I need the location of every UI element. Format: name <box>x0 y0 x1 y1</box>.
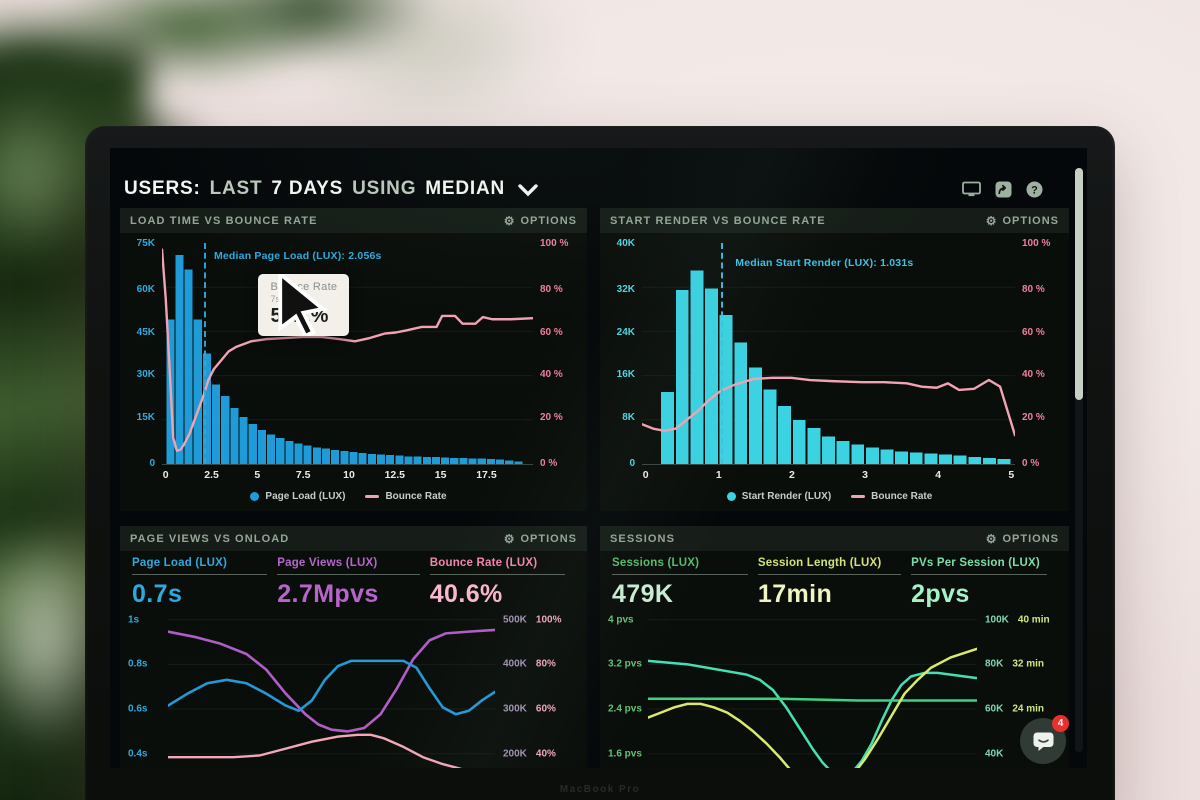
y-axis-right: 100K 40 min 80K 32 min 60K 24 min 40K <box>985 614 1050 760</box>
legend: Start Render (LUX) Bounce Rate <box>600 491 1069 502</box>
median-line <box>721 243 724 464</box>
x-tick-label: 7.5 <box>295 469 311 481</box>
chevron-down-icon <box>518 184 538 197</box>
panel-load-time-vs-bounce-rate: LOAD TIME VS BOUNCE RATE ⚙ OPTIONS 75K 60… <box>120 208 587 511</box>
y-axis-right: 100 % 80 % 60 % 40 % 20 % 0 % <box>540 238 569 469</box>
title-using: USING <box>352 178 417 199</box>
x-tick-label: 17.5 <box>476 469 497 481</box>
x-tick-label: 5 <box>254 469 261 481</box>
median-line <box>203 243 206 464</box>
plot-area <box>168 611 495 768</box>
options-button[interactable]: ⚙ OPTIONS <box>503 531 577 546</box>
legend-bounce-rate[interactable]: Bounce Rate <box>851 491 932 502</box>
panel-header: LOAD TIME VS BOUNCE RATE ⚙ OPTIONS <box>120 208 587 233</box>
start-render-histogram <box>642 270 1015 464</box>
display-icon[interactable] <box>962 181 981 197</box>
title-days: 7 DAYS <box>271 178 344 199</box>
x-axis: 0 1 2 3 4 5 <box>642 464 1015 481</box>
legend-start-render[interactable]: Start Render (LUX) <box>726 491 831 502</box>
laptop: USERS: LAST 7 DAYS USING MEDIAN ? <box>85 126 1115 800</box>
gear-icon: ⚙ <box>503 213 516 228</box>
panel-header: PAGE VIEWS VS ONLOAD ⚙ OPTIONS <box>120 526 587 551</box>
dashboard-header: USERS: LAST 7 DAYS USING MEDIAN ? <box>124 174 1067 204</box>
y-axis-left: 40K 32K 24K 16K 8K 0 <box>616 238 635 469</box>
y-axis-left: 75K 60K 45K 30K 15K 0 <box>136 238 155 469</box>
scrollbar-track[interactable] <box>1075 168 1083 752</box>
plot-area: Median Page Load (LUX): 2.056s Bounce Ra… <box>162 243 533 481</box>
panel-header: START RENDER VS BOUNCE RATE ⚙ OPTIONS <box>600 208 1069 233</box>
y-axis-right: 100 % 80 % 60 % 40 % 20 % 0 % <box>1022 238 1051 469</box>
metric-bounce-rate: Bounce Rate (LUX) 40.6% <box>429 557 575 609</box>
y-axis-left: 4 pvs 3.2 pvs 2.4 pvs 1.6 pvs <box>608 614 642 760</box>
plant-shadow <box>290 0 570 130</box>
metric-page-views: Page Views (LUX) 2.7Mpvs <box>277 557 430 609</box>
title-users: USERS: <box>124 178 201 199</box>
panel-start-render-vs-bounce-rate: START RENDER VS BOUNCE RATE ⚙ OPTIONS 40… <box>600 208 1069 511</box>
tooltip-subtitle: 7s <box>270 293 280 304</box>
legend-page-load[interactable]: Page Load (LUX) <box>250 491 345 502</box>
panel-title: LOAD TIME VS BOUNCE RATE <box>130 214 318 227</box>
options-button[interactable]: ⚙ OPTIONS <box>985 531 1059 546</box>
metrics-row: Page Load (LUX) 0.7s Page Views (LUX) 2.… <box>120 551 587 609</box>
x-tick-label: 2 <box>789 469 795 481</box>
x-tick-label: 10 <box>343 469 355 481</box>
y-axis-left: 1s 0.8s 0.6s 0.4s <box>128 614 148 760</box>
x-tick-label: 3 <box>862 469 868 481</box>
metric-session-length: Session Length (LUX) 17min <box>757 557 911 609</box>
metrics-row: Sessions (LUX) 479K Session Length (LUX)… <box>600 551 1069 609</box>
scrollbar-thumb[interactable] <box>1075 168 1083 400</box>
x-tick-label: 0 <box>162 469 169 481</box>
page-views-line-chart <box>168 611 495 768</box>
plot-area: Median Start Render (LUX): 1.031s 0 1 2 3 4 5 <box>642 243 1015 481</box>
metric-page-load: Page Load (LUX) 0.7s <box>132 557 277 609</box>
options-button[interactable]: ⚙ OPTIONS <box>985 213 1059 228</box>
chat-button[interactable]: 4 <box>1020 715 1069 764</box>
cursor-icon <box>278 273 328 336</box>
legend-bounce-rate[interactable]: Bounce Rate <box>365 491 447 502</box>
bezel-label: MacBook Pro <box>559 784 641 795</box>
panel-sessions: SESSIONS ⚙ OPTIONS Sessions (LUX) 479K S… <box>600 526 1069 768</box>
x-axis: 0 2.5 5 7.5 10 12.5 15 17.5 <box>162 464 533 481</box>
gear-icon: ⚙ <box>985 531 998 546</box>
metric-sessions: Sessions (LUX) 479K <box>612 557 758 609</box>
plot-area <box>648 611 977 768</box>
plant-highlight <box>0 90 95 260</box>
title-median: MEDIAN <box>425 178 506 199</box>
notification-badge: 4 <box>1052 715 1069 732</box>
median-annotation: Median Start Render (LUX): 1.031s <box>735 257 914 269</box>
sessions-line-chart <box>648 611 977 768</box>
panel-title: START RENDER VS BOUNCE RATE <box>610 214 826 227</box>
x-tick-label: 12.5 <box>384 469 406 481</box>
x-tick-label: 5 <box>1008 469 1015 481</box>
tooltip: Bounce Rate 7s 57.1% <box>258 273 350 336</box>
title-last: LAST <box>209 178 263 199</box>
dashboard-screen: USERS: LAST 7 DAYS USING MEDIAN ? <box>110 148 1087 768</box>
panel-page-views-vs-onload: PAGE VIEWS VS ONLOAD ⚙ OPTIONS Page Load… <box>120 526 587 768</box>
metric-pvs-per-session: PVs Per Session (LUX) 2pvs <box>911 557 1057 609</box>
y-axis-right: 500K 100% 400K 80% 300K 60% 200K 40% <box>503 614 562 760</box>
x-tick-label: 15 <box>434 469 447 481</box>
panel-header: SESSIONS ⚙ OPTIONS <box>600 526 1069 551</box>
chat-icon <box>1033 732 1053 751</box>
panel-title: SESSIONS <box>610 532 676 545</box>
x-tick-label: 2.5 <box>204 469 219 481</box>
x-tick-label: 4 <box>935 469 942 481</box>
panel-title: PAGE VIEWS VS ONLOAD <box>130 532 290 545</box>
gear-icon: ⚙ <box>985 213 998 228</box>
help-icon[interactable]: ? <box>1026 181 1043 198</box>
x-tick-label: 0 <box>642 469 649 481</box>
gear-icon: ⚙ <box>503 531 516 546</box>
options-button[interactable]: ⚙ OPTIONS <box>503 213 577 228</box>
median-annotation: Median Page Load (LUX): 2.056s <box>213 250 382 262</box>
legend: Page Load (LUX) Bounce Rate <box>120 491 587 502</box>
svg-text:?: ? <box>1031 184 1038 196</box>
share-icon[interactable] <box>995 181 1012 198</box>
x-tick-label: 1 <box>715 469 722 481</box>
users-filter-dropdown[interactable]: USERS: LAST 7 DAYS USING MEDIAN <box>124 178 538 200</box>
